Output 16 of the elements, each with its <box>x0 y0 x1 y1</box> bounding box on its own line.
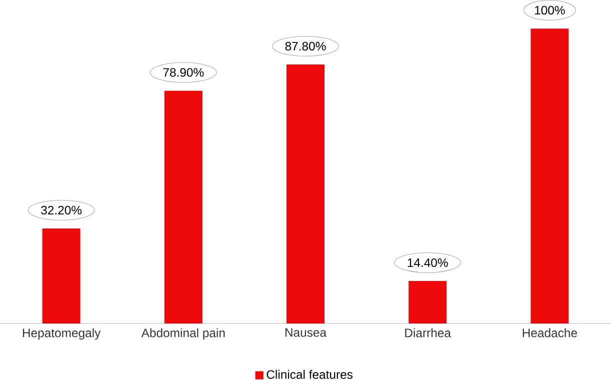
x-tick-label: Hepatomegaly <box>22 328 101 340</box>
data-label: 87.80% <box>285 42 326 50</box>
legend-label: Clinical features <box>266 370 353 379</box>
bar <box>408 280 447 324</box>
data-label: 78.90% <box>163 68 204 77</box>
bar <box>286 64 324 324</box>
x-tick-label: Headache <box>522 328 577 338</box>
bar <box>164 90 202 324</box>
bar <box>530 28 569 324</box>
data-label: 14.40% <box>408 258 448 267</box>
x-tick-label: Diarrhea <box>405 328 451 338</box>
x-tick-label: Nausea <box>285 328 327 337</box>
bar <box>42 228 80 324</box>
data-label: 32.20% <box>41 206 82 214</box>
data-label: 100% <box>535 6 565 14</box>
x-tick-label: Abdominal pain <box>141 328 225 340</box>
